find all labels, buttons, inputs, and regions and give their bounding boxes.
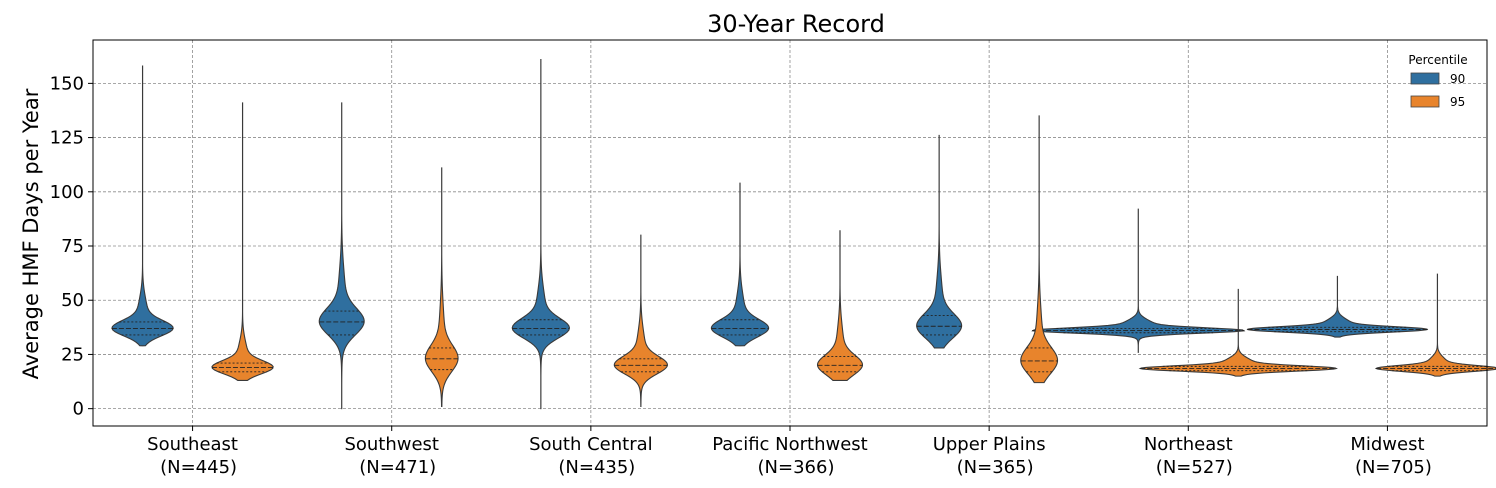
violin-90-0	[111, 65, 174, 347]
violin-95-4	[1020, 115, 1059, 384]
x-tick-label: Pacific Northwest	[712, 434, 868, 455]
violin-95-2	[613, 234, 668, 408]
legend-label-90: 90	[1450, 72, 1465, 86]
violin-90-6	[1246, 275, 1429, 338]
x-tick-label: Southwest	[344, 434, 439, 455]
violin-90-2	[511, 58, 571, 410]
y-tick-label: 25	[61, 344, 84, 365]
x-tick-label: Upper Plains	[933, 434, 1046, 455]
x-tick-count: (N=366)	[758, 457, 835, 478]
legend-title: Percentile	[1408, 53, 1467, 67]
axes: 0 25 50 75 100 125 150 Southeast(N=445) Southwes…	[50, 39, 1488, 478]
violin-95-5	[1138, 288, 1338, 377]
violin-90-1	[318, 102, 365, 410]
violin-90-5	[1031, 208, 1246, 353]
x-tick-count: (N=527)	[1156, 457, 1233, 478]
chart-title: 30-Year Record	[707, 10, 885, 38]
legend-swatch-90	[1410, 72, 1440, 85]
x-tick-count: (N=445)	[160, 457, 237, 478]
y-tick-label: 50	[61, 290, 84, 311]
violin-95-0	[211, 102, 274, 382]
violin-90-4	[916, 134, 963, 349]
legend: Percentile 90 95	[1408, 53, 1467, 109]
y-tick-label: 150	[50, 73, 84, 94]
y-tick-label: 100	[50, 182, 84, 203]
x-tick-count: (N=365)	[957, 457, 1034, 478]
violin-95-6	[1374, 273, 1496, 377]
x-tick-count: (N=471)	[359, 457, 436, 478]
y-axis-label: Average HMF Days per Year	[19, 88, 43, 379]
legend-swatch-95	[1410, 95, 1440, 108]
y-tick-label: 0	[73, 399, 84, 420]
x-tick-count: (N=435)	[558, 457, 635, 478]
violin-90-3	[710, 182, 770, 347]
x-tick-label: Northeast	[1144, 434, 1233, 455]
x-tick-label: South Central	[529, 434, 653, 455]
x-tick-label: Southeast	[147, 434, 238, 455]
x-tick-count: (N=705)	[1355, 457, 1432, 478]
y-tick-label: 125	[50, 128, 84, 149]
violin-95-3	[816, 230, 864, 382]
violin-95-1	[424, 167, 459, 408]
violins	[111, 58, 1496, 410]
legend-label-95: 95	[1450, 95, 1465, 109]
grid-lines	[93, 40, 1487, 426]
x-tick-label: Midwest	[1350, 434, 1424, 455]
y-tick-label: 75	[61, 236, 84, 257]
